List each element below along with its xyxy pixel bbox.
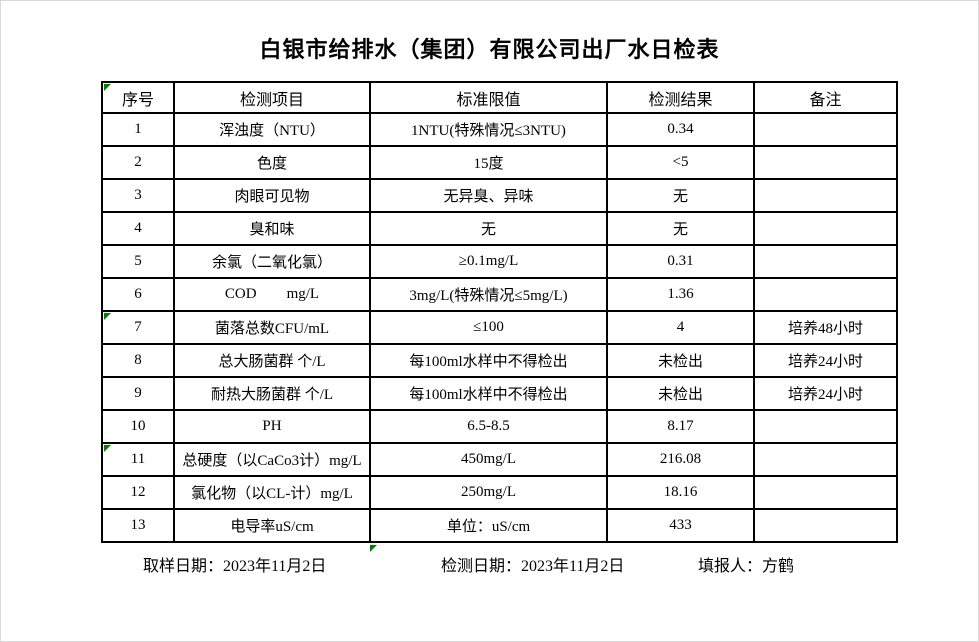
row-number-cell: 2: [101, 145, 175, 180]
table-row: 7 菌落总数CFU/mL ≤100 4 培养48小时: [101, 310, 898, 345]
item-cell: PH: [173, 409, 371, 444]
note-cell: [753, 442, 898, 477]
table-row: 2 色度 15度 <5: [101, 145, 898, 180]
item-cell: COD mg/L: [173, 277, 371, 312]
header-row: 序号 检测项目 标准限值 检测结果 备注: [101, 81, 898, 114]
result-cell: 18.16: [606, 475, 755, 510]
row-number-cell: 5: [101, 244, 175, 279]
row-number-cell: 13: [101, 508, 175, 543]
standard-cell: 无: [369, 211, 608, 246]
note-cell: [753, 277, 898, 312]
item-cell: 色度: [173, 145, 371, 180]
result-cell: <5: [606, 145, 755, 180]
item-cell: 菌落总数CFU/mL: [173, 310, 371, 345]
table-row: 13 电导率uS/cm 单位：uS/cm 433: [101, 508, 898, 543]
standard-cell: 450mg/L: [369, 442, 608, 477]
result-cell: 216.08: [606, 442, 755, 477]
result-cell: 433: [606, 508, 755, 543]
item-cell: 耐热大肠菌群 个/L: [173, 376, 371, 411]
standard-cell: 15度: [369, 145, 608, 180]
table-row: 1 浑浊度（NTU） 1NTU(特殊情况≤3NTU) 0.34: [101, 112, 898, 147]
standard-cell: 6.5-8.5: [369, 409, 608, 444]
standard-cell: ≤100: [369, 310, 608, 345]
sampling-date-text: 取样日期：2023年11月2日: [143, 558, 327, 575]
header-cell-no: 序号: [101, 81, 175, 114]
row-number-cell: 7: [101, 310, 175, 345]
standard-cell: 3mg/L(特殊情况≤5mg/L): [369, 277, 608, 312]
cell-error-indicator-icon: [104, 445, 111, 452]
standard-cell: 每100ml水样中不得检出: [369, 343, 608, 378]
header-cell-note: 备注: [753, 81, 898, 114]
result-cell: 0.34: [606, 112, 755, 147]
note-cell: [753, 112, 898, 147]
row-number-cell: 9: [101, 376, 175, 411]
row-number-cell: 3: [101, 178, 175, 213]
row-number-cell: 12: [101, 475, 175, 510]
result-cell: 未检出: [606, 376, 755, 411]
header-cell-standard: 标准限值: [369, 81, 608, 114]
standard-cell: 每100ml水样中不得检出: [369, 376, 608, 411]
note-cell: [753, 145, 898, 180]
standard-cell: 无异臭、异味: [369, 178, 608, 213]
table-row: 5 余氯（二氧化氯） ≥0.1mg/L 0.31: [101, 244, 898, 279]
table-row: 12 氯化物（以CL-计）mg/L 250mg/L 18.16: [101, 475, 898, 510]
table-row: 3 肉眼可见物 无异臭、异味无: [101, 178, 898, 213]
result-cell: 无: [606, 211, 755, 246]
header-cell-item: 检测项目: [173, 81, 371, 114]
result-cell: 1.36: [606, 277, 755, 312]
note-cell: [753, 244, 898, 279]
row-number-cell: 8: [101, 343, 175, 378]
item-cell: 总大肠菌群 个/L: [173, 343, 371, 378]
cell-error-indicator-icon: [104, 313, 111, 320]
row-number-cell: 10: [101, 409, 175, 444]
row-number-cell: 6: [101, 277, 175, 312]
item-cell: 肉眼可见物: [173, 178, 371, 213]
page-title: 白银市给排水（集团）有限公司出厂水日检表: [259, 37, 720, 62]
item-cell: 浑浊度（NTU）: [173, 112, 371, 147]
cell-error-indicator-icon: [104, 84, 111, 91]
standard-cell: 单位：uS/cm: [369, 508, 608, 543]
item-cell: 电导率uS/cm: [173, 508, 371, 543]
result-cell: 4: [606, 310, 755, 345]
result-cell: 无: [606, 178, 755, 213]
item-cell: 氯化物（以CL-计）mg/L: [173, 475, 371, 510]
row-number-cell: 4: [101, 211, 175, 246]
note-cell: 培养48小时: [753, 310, 898, 345]
reporter-text: 填报人：方鹤: [698, 558, 795, 575]
result-cell: 8.17: [606, 409, 755, 444]
note-cell: [753, 211, 898, 246]
table-row: 11 总硬度（以CaCo3计）mg/L 450mg/L 216.08: [101, 442, 898, 477]
note-cell: [753, 409, 898, 444]
item-cell: 余氯（二氧化氯）: [173, 244, 371, 279]
note-cell: [753, 178, 898, 213]
table-row: 8 总大肠菌群 个/L 每100ml水样中不得检出 未检出 培养24小时: [101, 343, 898, 378]
header-cell-result: 检测结果: [606, 81, 755, 114]
table-row: 10 PH 6.5-8.5 8.17: [101, 409, 898, 444]
item-cell: 臭和味: [173, 211, 371, 246]
row-number-cell: 1: [101, 112, 175, 147]
cell-error-indicator-icon: [370, 545, 377, 552]
test-date-text: 检测日期：2023年11月2日: [441, 558, 625, 575]
note-cell: 培养24小时: [753, 376, 898, 411]
row-number-cell: 11: [101, 442, 175, 477]
standard-cell: ≥0.1mg/L: [369, 244, 608, 279]
item-cell: 总硬度（以CaCo3计）mg/L: [173, 442, 371, 477]
note-cell: 培养24小时: [753, 343, 898, 378]
inspection-table: 序号 检测项目 标准限值 检测结果 备注 1 浑浊度（NTU） 1NTU(特殊情况≤…: [101, 81, 898, 543]
standard-cell: 250mg/L: [369, 475, 608, 510]
table-row: 4 臭和味无无: [101, 211, 898, 246]
result-cell: 0.31: [606, 244, 755, 279]
note-cell: [753, 508, 898, 543]
note-cell: [753, 475, 898, 510]
standard-cell: 1NTU(特殊情况≤3NTU): [369, 112, 608, 147]
table-row: 9 耐热大肠菌群 个/L 每100ml水样中不得检出 未检出 培养24小时: [101, 376, 898, 411]
result-cell: 未检出: [606, 343, 755, 378]
table-row: 6 COD mg/L 3mg/L(特殊情况≤5mg/L) 1.36: [101, 277, 898, 312]
